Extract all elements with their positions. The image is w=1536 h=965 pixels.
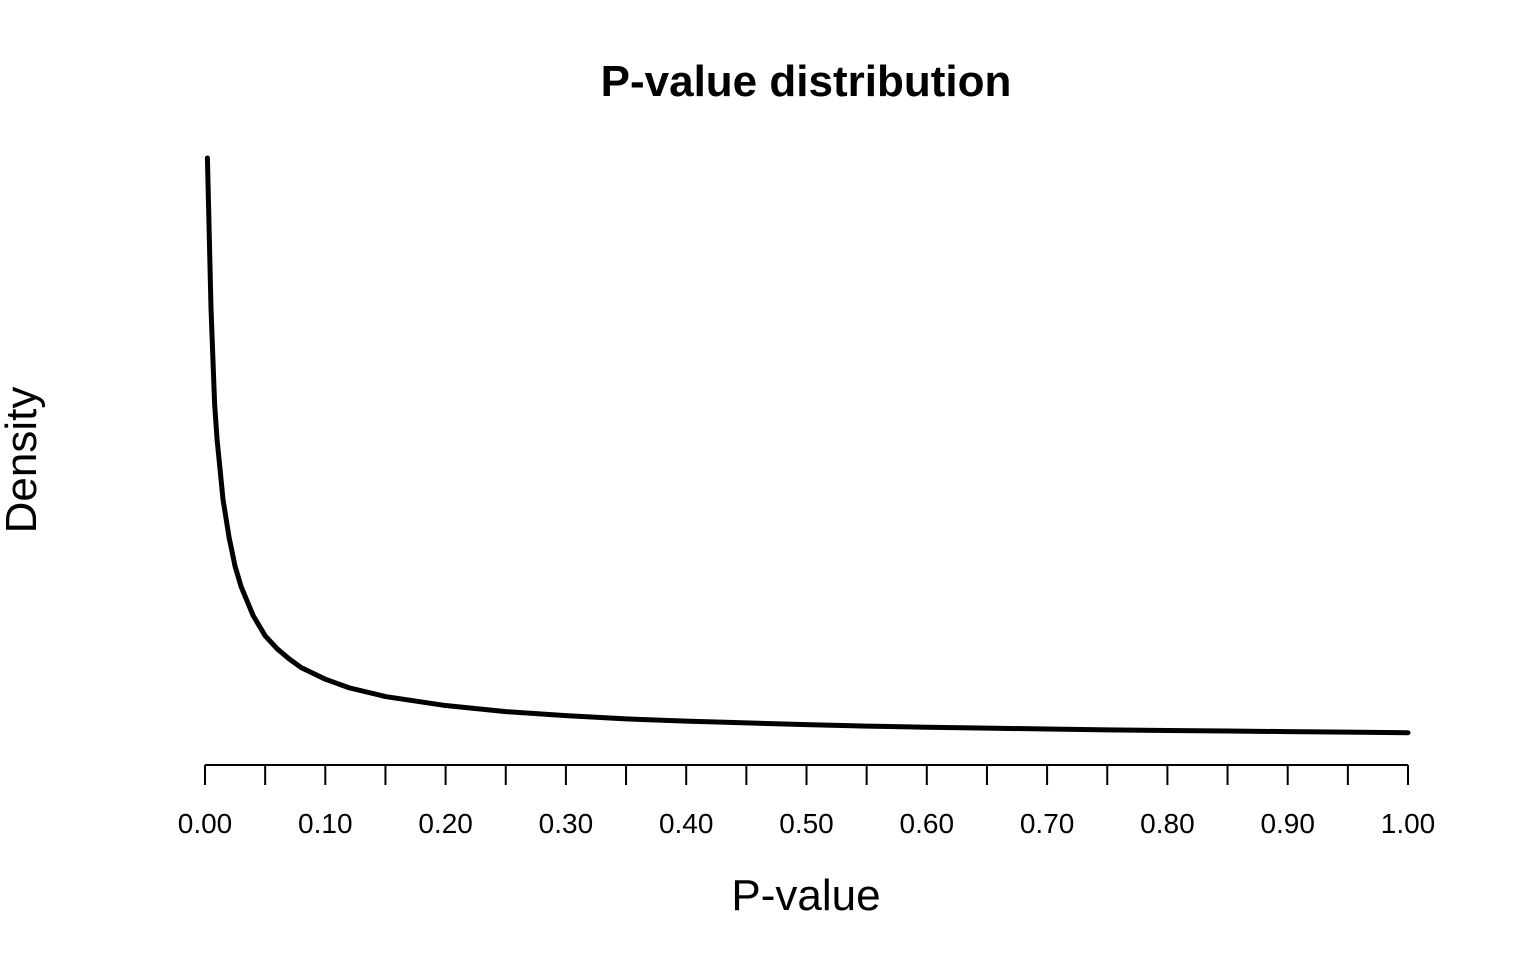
y-axis-label: Density [0,387,46,534]
x-axis-label: P-value [731,871,880,920]
x-tick-label: 0.40 [659,808,714,839]
x-tick-label: 0.20 [418,808,473,839]
x-tick-label: 0.10 [298,808,353,839]
chart-title: P-value distribution [601,57,1012,106]
series-group [204,155,1411,736]
x-tick-label: 0.70 [1020,808,1075,839]
x-tick-label: 0.50 [779,808,834,839]
density-curve [204,155,1411,736]
x-tick-label: 0.90 [1260,808,1315,839]
x-tick-label: 0.60 [900,808,955,839]
x-tick-label: 0.80 [1140,808,1195,839]
x-axis: 0.00 0.10 0.20 0.30 0.40 0.50 0.60 0.70 0.80 0.90… [178,764,1436,839]
x-tick-label: 1.00 [1381,808,1436,839]
x-tick-label: 0.30 [539,808,594,839]
x-tick-label: 0.00 [178,808,233,839]
